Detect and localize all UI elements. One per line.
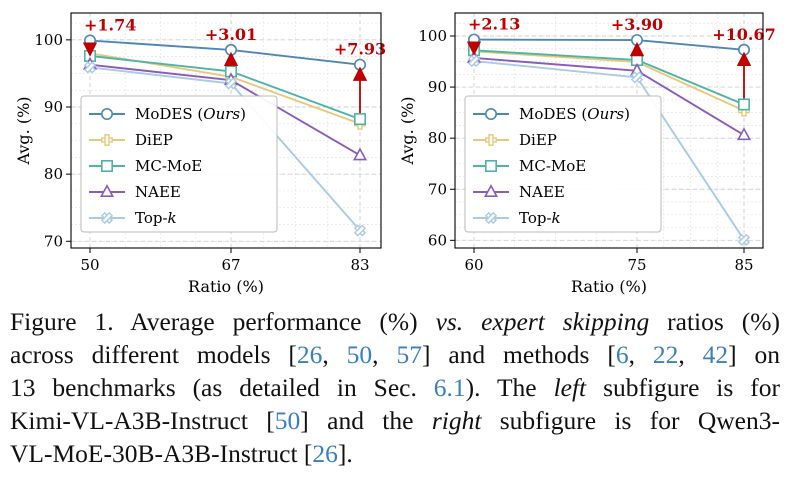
legend-entry: NAEE xyxy=(519,183,565,201)
x-tick-label: 83 xyxy=(350,256,369,274)
y-tick-label: 100 xyxy=(418,27,447,45)
legend-entry: MoDES (Ours) xyxy=(135,105,246,123)
x-bar-b xyxy=(224,77,238,90)
data-point-triangle xyxy=(352,147,368,161)
data-point-circle xyxy=(225,43,238,56)
data-point-plus xyxy=(485,134,497,146)
legend-entry: Top-k xyxy=(135,209,177,227)
x-tick-label: 60 xyxy=(464,256,483,274)
plus-bar-v xyxy=(104,134,110,146)
data-point-circle xyxy=(353,58,366,71)
x-bar-b xyxy=(467,54,481,68)
citation-link[interactable]: 50 xyxy=(346,340,373,369)
improvement-label: +10.67 xyxy=(712,25,776,44)
legend-entry: DiEP xyxy=(135,131,173,149)
data-point-x xyxy=(100,211,114,225)
data-point-circle xyxy=(84,34,97,47)
data-point-x xyxy=(737,233,751,246)
data-point-triangle xyxy=(736,127,752,141)
citation-link[interactable]: 22 xyxy=(652,340,679,369)
data-point-circle xyxy=(467,33,480,46)
data-point-circle xyxy=(737,43,750,56)
y-tick-label: 90 xyxy=(428,78,447,96)
legend-entry: MC-MoE xyxy=(519,157,586,175)
citation-link[interactable]: 26 xyxy=(296,340,323,369)
data-point-x xyxy=(484,211,498,225)
legend-entry: MC-MoE xyxy=(135,157,202,175)
data-point-circle xyxy=(484,108,497,121)
improvement-label: +2.13 xyxy=(468,15,520,34)
x-bar-b xyxy=(737,233,751,246)
data-point-plus xyxy=(101,134,113,146)
caption-line-3: 13 benchmarks (as detailed in Sec. 6.1).… xyxy=(10,373,780,402)
data-point-square xyxy=(353,113,366,126)
data-point-square xyxy=(484,160,497,173)
y-tick-label: 60 xyxy=(428,231,447,249)
data-point-circle xyxy=(630,34,643,47)
caption-line-2: across different models [26, 50, 57] and… xyxy=(10,340,781,369)
axes-frame xyxy=(454,12,764,249)
x-bar-b xyxy=(100,211,114,225)
data-point-triangle xyxy=(483,184,499,197)
caption-line-5: VL-MoE-30B-A3B-Instruct [26]. xyxy=(10,439,353,468)
data-point-x xyxy=(83,61,97,74)
legend-entry: MoDES (Ours) xyxy=(519,105,630,123)
x-bar-b xyxy=(484,211,498,225)
x-bar-b xyxy=(630,71,644,84)
section-link[interactable]: 6.1 xyxy=(433,373,466,402)
figure: +1.74 +3.01 +7.93 70 80 90 100 50 67 83 Ratio (%) A… xyxy=(14,12,776,296)
x-axis-label: Ratio (%) xyxy=(571,277,647,296)
legend: MoDES (Ours) DiEP MC-MoE NAEE Top-k xyxy=(80,95,278,233)
caption-line-4: Kimi-VL-A3B-Instruct [50] and the right … xyxy=(10,406,780,435)
data-point-triangle xyxy=(99,184,115,197)
y-tick-label: 70 xyxy=(428,180,447,198)
citation-link[interactable]: 57 xyxy=(396,340,422,369)
x-tick-label: 67 xyxy=(221,256,240,274)
citation-link[interactable]: 42 xyxy=(702,340,729,369)
y-tick-label: 90 xyxy=(44,98,63,116)
y-tick-label: 70 xyxy=(44,232,63,250)
y-axis-label: Avg. (%) xyxy=(398,96,417,165)
improvement-label: +7.93 xyxy=(334,40,386,59)
legend-entry: DiEP xyxy=(519,131,557,149)
improvement-label: +3.90 xyxy=(611,15,663,34)
improvement-label: +3.01 xyxy=(205,25,257,44)
left-chart: +1.74 +3.01 +7.93 70 80 90 100 50 67 83 Ratio (%) A… xyxy=(14,12,386,296)
caption-line-1: Figure 1. Average performance (%) vs. ex… xyxy=(10,307,780,336)
data-point-x xyxy=(224,77,238,90)
x-bar-b xyxy=(83,61,97,74)
legend-box xyxy=(464,95,662,233)
y-tick-label: 100 xyxy=(34,31,63,49)
citation-link[interactable]: 26 xyxy=(312,439,338,468)
plus-bar-v xyxy=(488,134,494,146)
x-tick-label: 85 xyxy=(734,256,753,274)
x-bar-b xyxy=(353,224,367,237)
citation-link[interactable]: 50 xyxy=(274,406,301,435)
data-point-x xyxy=(353,224,367,237)
legend-box xyxy=(80,95,278,233)
data-point-square xyxy=(101,160,114,173)
x-tick-label: 50 xyxy=(80,256,99,274)
y-tick-label: 80 xyxy=(44,165,63,183)
improvement-label: +1.74 xyxy=(84,16,136,35)
y-tick-label: 80 xyxy=(428,129,447,147)
legend-entry: Top-k xyxy=(519,209,561,227)
right-chart: +2.13 +3.90 +10.67 60 70 80 90 100 60 75 85 Ratio (… xyxy=(398,12,776,296)
data-point-x xyxy=(467,54,481,68)
citation-link[interactable]: 6 xyxy=(615,340,629,369)
legend-entry: NAEE xyxy=(135,183,181,201)
x-axis-label: Ratio (%) xyxy=(188,277,264,296)
x-tick-label: 75 xyxy=(627,256,646,274)
data-point-circle xyxy=(101,108,114,121)
figure-caption: Figure 1. Average performance (%) vs. ex… xyxy=(10,305,780,470)
data-point-square xyxy=(737,98,750,111)
axes-frame xyxy=(70,12,382,249)
y-axis-label: Avg. (%) xyxy=(14,96,33,165)
data-point-x xyxy=(630,71,644,84)
legend: MoDES (Ours) DiEP MC-MoE NAEE Top-k xyxy=(464,95,662,233)
